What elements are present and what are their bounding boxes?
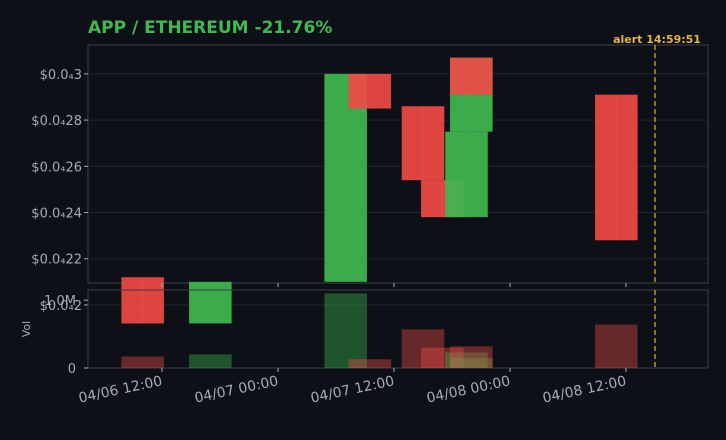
time-tick-label: 04/07 00:00: [193, 373, 280, 406]
candle-body: [445, 131, 488, 218]
price-tick-label: $0.0₄26: [31, 160, 82, 175]
candle-body: [401, 106, 445, 181]
volume-bar: [450, 346, 493, 368]
volume-bar: [450, 357, 493, 368]
candle-body: [189, 281, 232, 324]
candle-body: [121, 277, 164, 324]
volume-bar: [401, 329, 445, 368]
price-tick-label: $0.0₄22: [31, 253, 82, 268]
candle-body: [450, 57, 493, 95]
candles: [121, 57, 638, 324]
candle-body: [348, 73, 392, 109]
time-tick-label: 04/06 12:00: [77, 373, 164, 406]
candle-body: [595, 94, 638, 241]
price-tick-label: $0.0₄28: [31, 114, 82, 129]
volume-panel-frame: [87, 289, 709, 369]
alert-marker: alert 14:59:51: [613, 33, 701, 368]
volume-tick-label: 0: [68, 362, 76, 377]
volume-bar: [324, 293, 367, 368]
volume-bars: [121, 293, 638, 368]
price-tick-label: $0.0₄24: [31, 207, 82, 222]
volume-panel: 0 1.0M Vol: [20, 289, 709, 377]
volume-bar: [421, 347, 464, 368]
time-tick-label: 04/08 12:00: [541, 373, 628, 406]
volume-axis-ticks: 0 1.0M: [44, 294, 88, 377]
price-tick-label: $0.0₄3: [40, 68, 82, 83]
time-tick-label: 04/07 12:00: [309, 373, 396, 406]
volume-bar: [348, 359, 392, 368]
price-panel-frame: [87, 44, 709, 284]
volume-bar: [121, 356, 164, 368]
alert-label: alert 14:59:51: [613, 33, 701, 46]
volume-bar: [445, 352, 488, 368]
chart-title: APP / ETHEREUM -21.76%: [88, 18, 332, 38]
volume-bar: [595, 324, 638, 368]
volume-axis-label: Vol: [20, 321, 33, 337]
price-axis-ticks: $0.0₄2 $0.0₄22 $0.0₄24 $0.0₄26 $0.0₄28 $0.0₄3: [31, 68, 88, 314]
price-tick-label: $0.0₄2: [40, 299, 82, 314]
volume-tick-label: 1.0M: [44, 294, 76, 309]
price-panel: $0.0₄2 $0.0₄22 $0.0₄24 $0.0₄26 $0.0₄28 $0.0₄3: [31, 44, 709, 324]
volume-bar: [189, 354, 232, 368]
time-tick-label: 04/08 00:00: [425, 373, 512, 406]
